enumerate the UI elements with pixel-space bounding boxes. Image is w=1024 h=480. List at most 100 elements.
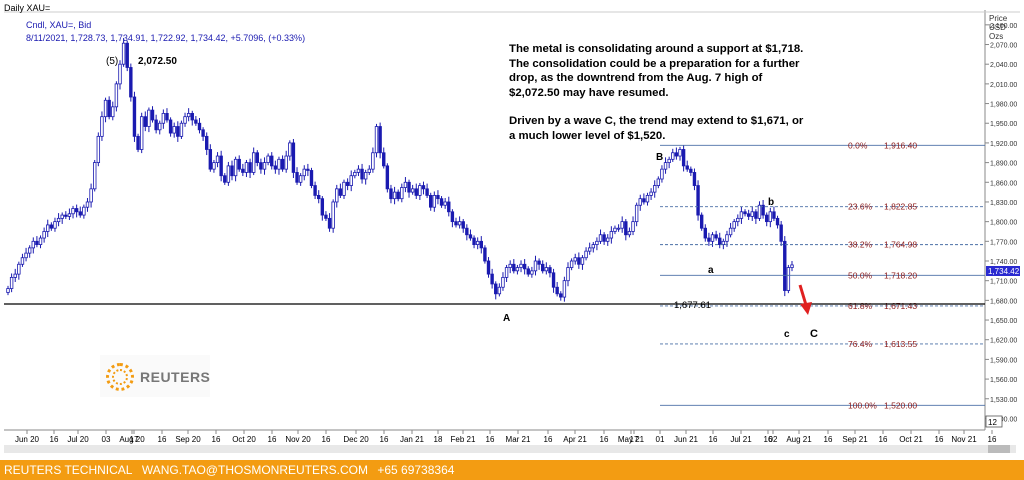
y-tick-label: 1,860.00 [990, 180, 1017, 187]
y-tick-label: 1,800.00 [990, 220, 1017, 227]
candle-body [472, 237, 476, 245]
fib-percent-label: 38.2% [848, 240, 873, 250]
candle-body [139, 116, 144, 150]
candle-body [421, 185, 426, 190]
candle-body [678, 149, 682, 157]
candle-body [613, 227, 617, 232]
candle-body [179, 122, 184, 137]
candle-body [425, 188, 429, 196]
candle-body [483, 247, 487, 262]
candle-body [259, 162, 263, 170]
wave-labels: (5) 2,072.50 A Ba b c C [106, 56, 818, 340]
fib-price-label: 1,671.43 [884, 301, 917, 311]
candle-body [309, 170, 314, 186]
candle-body [530, 270, 534, 275]
y-tick-label: 1,740.00 [990, 259, 1017, 266]
y-tick-label: 2,070.00 [990, 43, 1017, 50]
scrollbar[interactable] [4, 445, 1016, 453]
candle-body [371, 152, 375, 170]
chart-title: Daily XAU= [4, 3, 51, 13]
y-tick-label: 1,950.00 [990, 121, 1017, 128]
candle-body [696, 185, 700, 216]
x-tick-label: 16 [322, 435, 331, 444]
candle-body [320, 198, 325, 216]
candle-body [757, 204, 762, 219]
candle-body [244, 162, 249, 173]
scrollbar-thumb[interactable] [988, 445, 1010, 453]
candle-body [591, 244, 595, 249]
analysis-annotation: The metal is consolidating around a supp… [509, 42, 809, 157]
wave-label: 2,072.50 [138, 56, 177, 67]
candle-body [154, 119, 158, 131]
candle-body [609, 231, 614, 239]
candle-body [356, 168, 361, 173]
x-tick-label: Oct 21 [899, 435, 923, 444]
x-tick-label: Sep 21 [842, 435, 868, 444]
candle-body [454, 221, 458, 226]
y-tick-label: 2,010.00 [990, 82, 1017, 89]
candle-body [89, 188, 93, 203]
candle-body [107, 99, 111, 118]
candle-body [602, 234, 606, 242]
candle-body [60, 214, 64, 219]
candle-body [382, 152, 386, 167]
candle-body [248, 162, 252, 173]
wave-label: (5) [106, 56, 118, 67]
candle-body [710, 234, 715, 242]
candle-body [147, 109, 151, 127]
candle-body [595, 240, 599, 246]
candle-body [566, 267, 570, 282]
x-tick-label: Feb 21 [451, 435, 476, 444]
x-tick-label: May 21 [618, 435, 645, 444]
candle-body [786, 267, 791, 291]
candle-body [544, 267, 549, 272]
x-tick-label: 16 [600, 435, 609, 444]
candlestick-series [6, 37, 794, 302]
candle-body [494, 283, 498, 295]
x-tick-label: 18 [434, 435, 443, 444]
candle-body [660, 168, 664, 180]
candle-body [772, 211, 776, 219]
reuters-logo: REUTERS [100, 355, 210, 397]
candle-body [78, 211, 82, 216]
candle-body [360, 168, 364, 180]
candle-body [255, 152, 259, 163]
zoom-label: 12 [988, 418, 997, 427]
candle-body [403, 181, 408, 188]
candle-body [208, 149, 213, 170]
candle-body [681, 149, 686, 167]
candle-body [739, 211, 744, 219]
reuters-logo-text: REUTERS [140, 369, 211, 385]
candle-body [396, 191, 400, 200]
candle-body [519, 263, 523, 268]
scrollbar-track[interactable] [4, 445, 1016, 453]
candle-body [327, 217, 332, 229]
candle-body [270, 155, 274, 167]
candle-body [129, 67, 133, 98]
candle-body [537, 260, 541, 265]
unit-label: Ozs [989, 32, 1004, 41]
support-price-label: 1,677.61 [674, 300, 711, 311]
candle-body [363, 172, 368, 180]
footer-source: REUTERS TECHNICAL [4, 463, 133, 477]
candle-body [215, 155, 220, 163]
footer-email[interactable]: WANG.TAO@THOSMONREUTERS.COM [141, 463, 368, 477]
candle-body [656, 178, 661, 186]
candle-body [64, 214, 68, 217]
candle-body [392, 191, 397, 200]
candle-body [161, 113, 166, 124]
candle-body [331, 201, 335, 229]
candle-body [262, 162, 267, 170]
zoom-box[interactable] [985, 415, 1003, 428]
candle-body [353, 172, 357, 177]
candle-body [168, 119, 173, 134]
candle-body [533, 260, 538, 272]
candle-body [551, 272, 556, 288]
candle-body [479, 240, 483, 249]
fib-price-label: 1,613.55 [884, 339, 917, 349]
candle-body [624, 221, 628, 236]
candle-body [313, 185, 317, 196]
x-tick-label: 01 [656, 435, 665, 444]
candle-body [497, 286, 502, 295]
candle-body [100, 116, 104, 137]
